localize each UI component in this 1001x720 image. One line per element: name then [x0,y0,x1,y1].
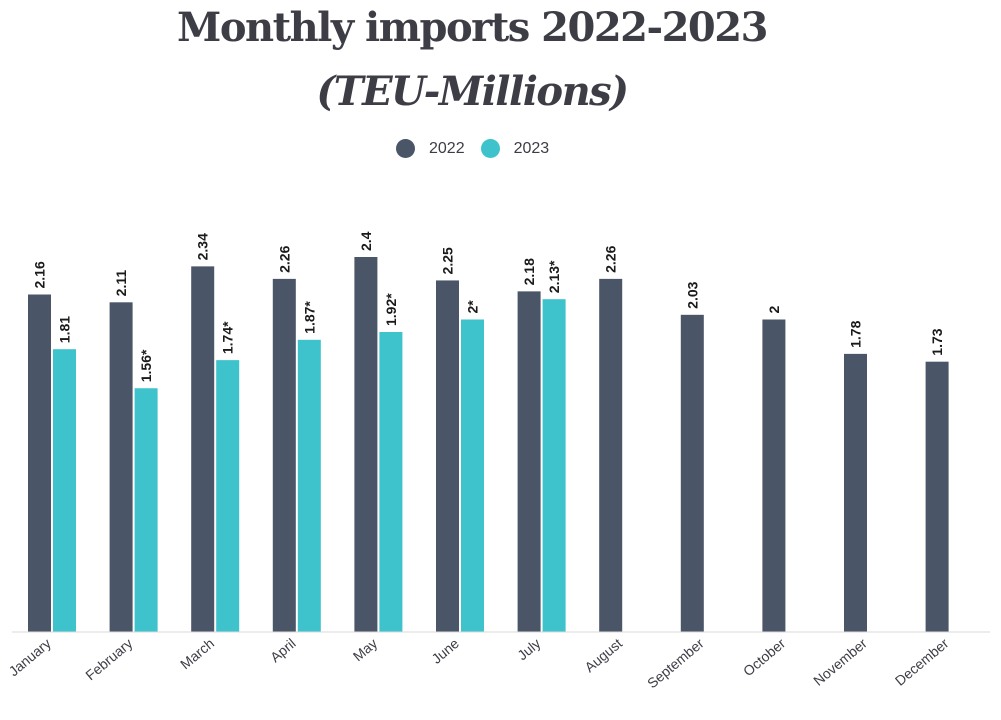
x-tick-label-april: April [267,635,299,665]
data-label-2022-october: 2 [766,306,782,314]
bar-2023-march [216,360,240,632]
legend-label-2022: 2022 [429,139,465,157]
bar-2022-january [28,294,51,632]
x-tick-label-february: February [82,635,135,683]
data-label-2022-november: 1.78 [848,320,864,347]
legend-label-2023: 2023 [513,139,550,157]
data-label-2022-february: 2.11 [113,270,129,297]
data-label-2023-june: 2* [465,300,481,314]
bar-2023-july [542,299,566,632]
legend-swatch-2022 [396,139,415,158]
bar-2023-june [461,319,484,632]
x-tick-label-august: August [581,635,625,675]
bar-2023-february [134,388,158,632]
x-tick-label-june: June [428,635,462,667]
x-tick-label-september: September [644,635,707,691]
bar-2022-september [680,314,704,632]
legend-item-2023[interactable]: 2023 [480,139,550,158]
bar-2022-june [436,280,459,632]
bar-2022-february [109,302,133,632]
bar-2022-august [599,278,623,632]
data-label-2022-december: 1.73 [929,328,945,355]
data-label-2023-may: 1.92* [383,293,399,326]
bar-2022-march [191,266,215,632]
data-label-2023-january: 1.81 [57,316,73,343]
data-label-2022-april: 2.26 [276,245,292,272]
data-label-2022-july: 2.18 [521,258,537,285]
x-tick-label-may: May [350,635,381,664]
data-label-2022-january: 2.16 [32,261,48,288]
bar-2022-december [925,361,949,632]
x-tick-label-october: October [740,635,789,679]
bar-2022-october [762,319,786,632]
bar-2022-july [517,291,541,632]
bar-2022-april [272,278,296,632]
bar-2022-november [844,353,867,632]
chart-subtitle: (TEU-Millions) [316,68,629,115]
bar-2022-may [354,257,378,632]
bar-2023-january [53,349,76,632]
data-label-2022-march: 2.34 [195,233,211,260]
data-label-2023-april: 1.87* [301,301,317,334]
data-label-2023-july: 2.13* [546,260,562,293]
x-tick-label-march: March [177,635,217,672]
legend-item-2022[interactable]: 2022 [396,139,465,158]
legend: 2022 2023 [396,139,565,158]
x-tick-label-december: December [892,635,952,689]
x-tick-label-july: July [514,635,543,663]
legend-swatch-2023 [480,139,500,158]
bar-2023-april [297,339,321,632]
x-tick-label-november: November [810,635,870,689]
data-label-2023-february: 1.56* [138,349,154,382]
chart-title: Monthly imports 2022-2023 [177,4,768,51]
data-label-2022-august: 2.26 [603,245,619,272]
data-label-2022-june: 2.25 [440,247,456,274]
data-label-2022-september: 2.03 [684,281,700,308]
x-tick-label-january: January [5,635,53,679]
data-label-2022-may: 2.4 [358,231,374,251]
data-label-2023-march: 1.74* [220,321,236,354]
bar-2023-may [379,332,403,632]
